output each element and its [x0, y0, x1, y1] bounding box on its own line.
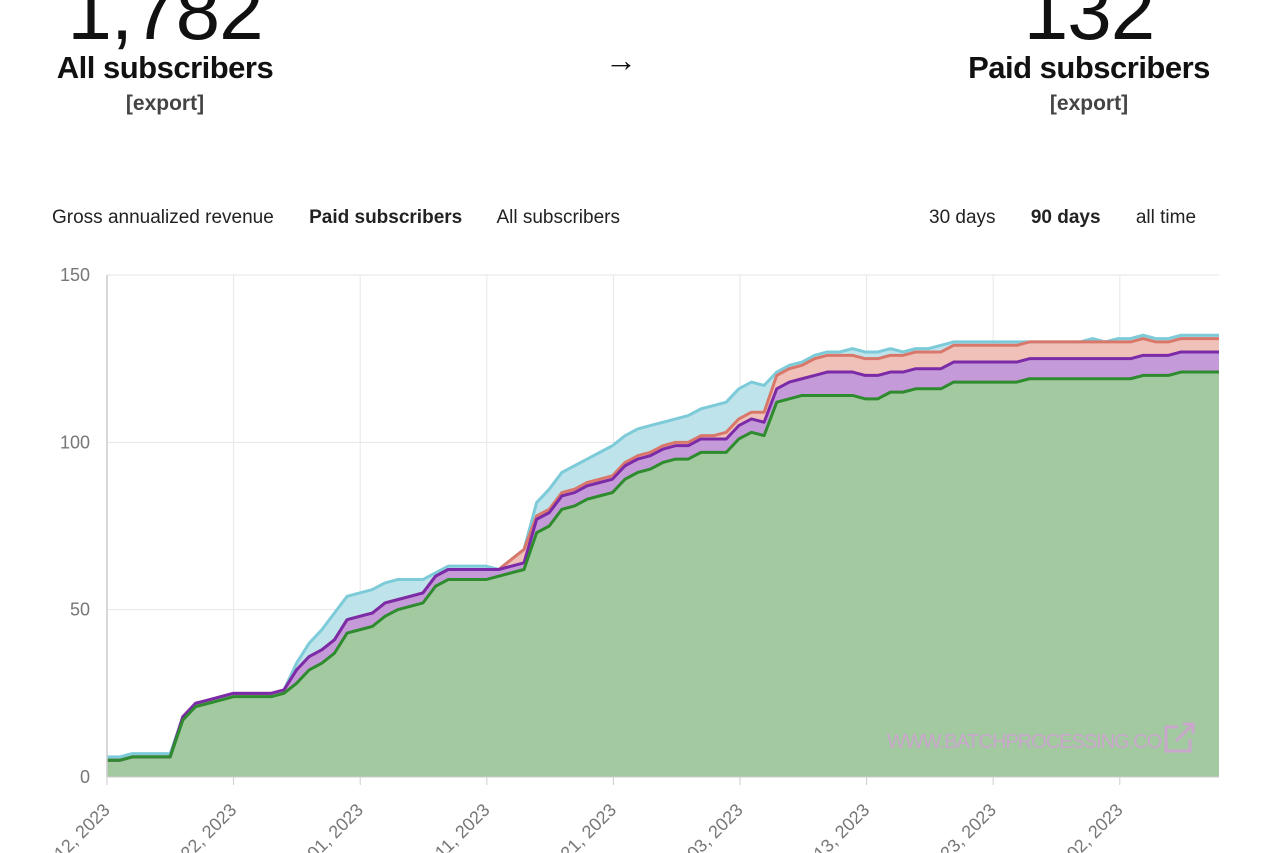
paid-subscribers-stat: 132 Paid subscribers [export] [960, 0, 1218, 116]
y-tick-label: 50 [70, 600, 90, 620]
external-link-icon [1164, 722, 1195, 753]
x-tick-label: 11, 2023 [431, 800, 494, 853]
y-tick-label: 150 [60, 265, 90, 285]
x-tick-label: 23, 2023 [936, 800, 1000, 853]
all-subscribers-stat: 1,782 All subscribers [export] [45, 0, 285, 116]
tab-gross-annualized-revenue[interactable]: Gross annualized revenue [52, 207, 274, 228]
tab-all-subscribers[interactable]: All subscribers [496, 207, 620, 228]
tab-paid-subscribers[interactable]: Paid subscribers [309, 207, 463, 228]
arrow-right-icon: → [605, 42, 637, 78]
chart-areas [107, 335, 1219, 777]
chart-lines [107, 333, 1219, 762]
export-all-subscribers-link[interactable]: [export] [125, 92, 205, 115]
series-line-0 [107, 370, 1219, 762]
all-subscribers-count: 1,782 [67, 0, 263, 56]
series-area-0 [107, 372, 1219, 777]
range-tabs: 30 days 90 days all time [929, 207, 1226, 229]
x-tick-label: 12, 2023 [50, 800, 114, 853]
tab-30-days[interactable]: 30 days [929, 207, 996, 228]
all-subscribers-label: All subscribers [56, 50, 274, 85]
x-tick-label: 03, 2023 [683, 800, 747, 853]
x-tick-label: 02, 2023 [1063, 800, 1127, 853]
tab-90-days[interactable]: 90 days [1030, 207, 1101, 228]
x-tick-label: 01, 2023 [303, 800, 367, 853]
watermark-text: WWW.BATCHPROCESSING.CO [887, 731, 1162, 753]
paid-subscribers-count: 132 [1023, 0, 1155, 56]
export-paid-subscribers-link[interactable]: [export] [1049, 92, 1129, 115]
paid-subscribers-chart: 0 50 100 150 12, 2023 22, 2023 01, 2023 11, 202… [50, 265, 1219, 853]
y-tick-label: 0 [80, 767, 90, 787]
paid-subscribers-label: Paid subscribers [968, 50, 1210, 85]
x-tick-label: 13, 2023 [810, 800, 874, 853]
watermark: WWW.BATCHPROCESSING.CO [887, 722, 1195, 753]
metric-tabs: Gross annualized revenue Paid subscriber… [52, 207, 650, 229]
x-tick-label: 21, 2023 [557, 800, 621, 853]
tab-all-time[interactable]: all time [1135, 207, 1197, 228]
x-tick-label: 22, 2023 [177, 800, 241, 853]
series-line-1 [107, 350, 1219, 762]
y-tick-label: 100 [60, 432, 90, 452]
